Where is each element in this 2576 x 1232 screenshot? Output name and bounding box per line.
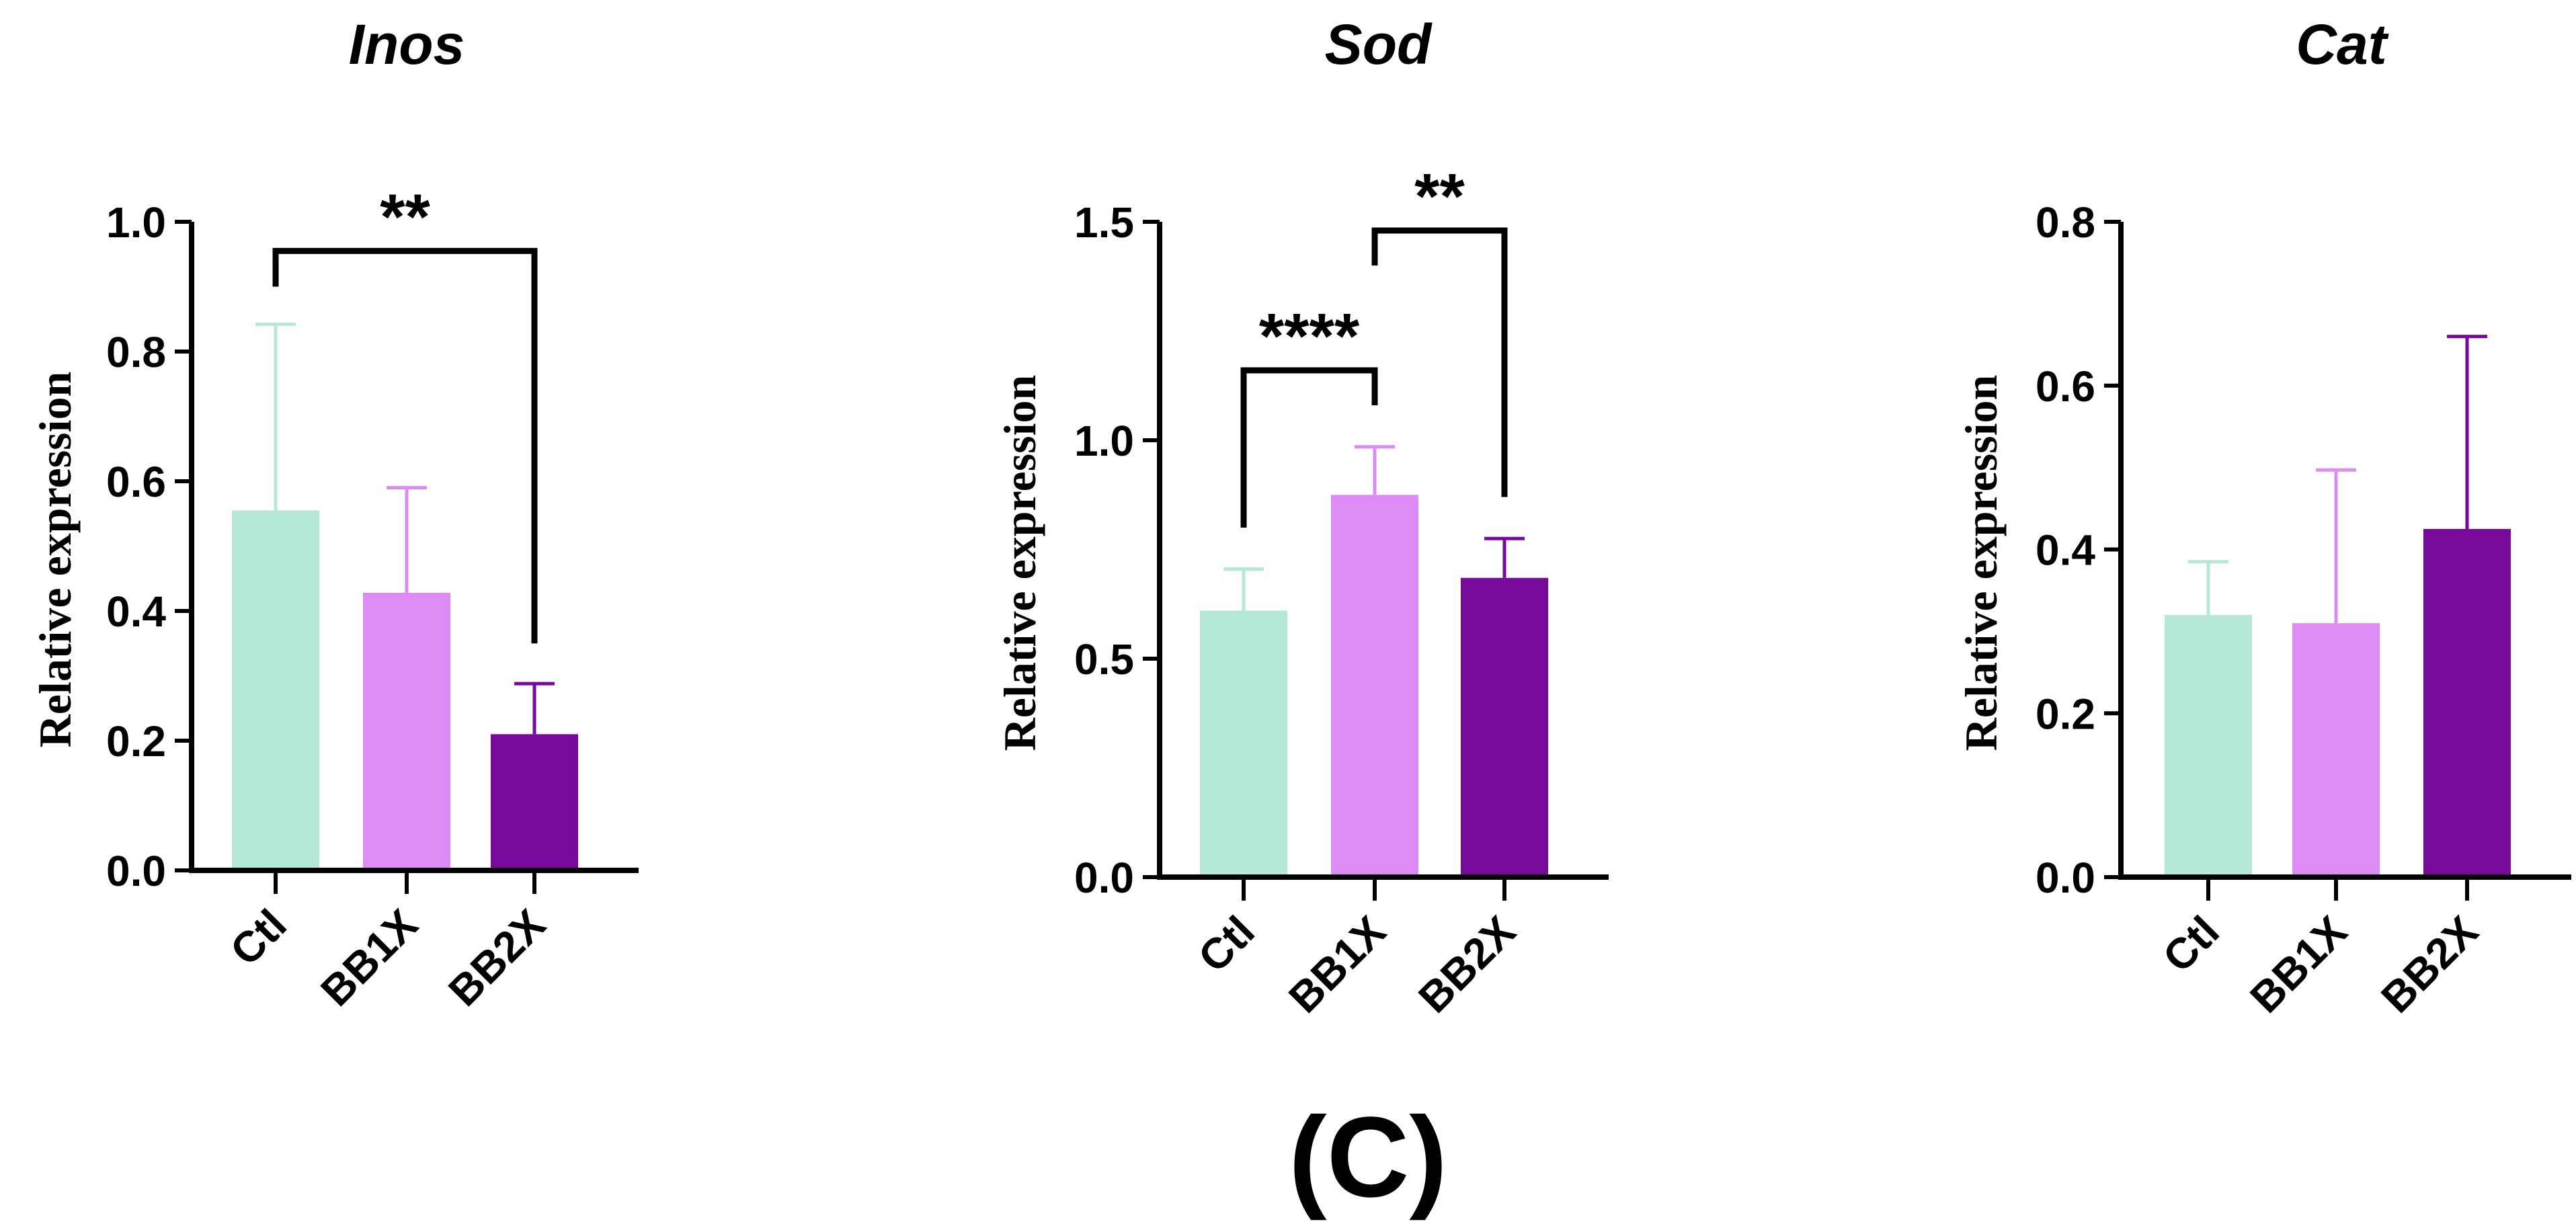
x-tick-label-bb2x: BB2X [439, 900, 555, 1016]
y-tick-label: 1.0 [1074, 417, 1134, 465]
significance-bracket [272, 247, 538, 644]
chart-title: Sod [1325, 13, 1433, 76]
bar-bb1x [1331, 495, 1418, 877]
x-tick-label-ctl: Ctl [221, 900, 296, 975]
y-tick-label: 0.6 [2036, 362, 2095, 411]
bar-bb1x [2292, 623, 2380, 877]
y-tick-label: 0.4 [106, 587, 166, 636]
y-tick-label: 0.6 [106, 458, 166, 506]
bar-bb2x [1461, 577, 1548, 877]
chart-sod: Sod Relative expression 0.0 0.5 1.0 1.5 Ctl BB1… [994, 13, 1609, 1022]
y-tick-label: 0.2 [2036, 690, 2095, 738]
y-tick-label: 1.0 [106, 198, 166, 247]
y-tick-label: 0.8 [2036, 198, 2095, 247]
x-tick-label-bb1x: BB1X [311, 900, 427, 1016]
bar-bb2x [491, 734, 578, 870]
significance-label: ** [1414, 161, 1465, 233]
significance-bracket [1240, 367, 1378, 528]
chart-cat: Cat Relative expression 0.0 0.2 0.4 0.6 0.8 Ctl… [1956, 13, 2571, 1022]
y-tick-label: 1.5 [1074, 198, 1134, 247]
y-axis-label: Relative expression [30, 372, 81, 748]
y-tick-label: 0.0 [1074, 854, 1134, 902]
y-axis-label: Relative expression [1956, 375, 2007, 751]
y-tick-label: 0.0 [106, 847, 166, 895]
bar-bb2x [2423, 529, 2511, 877]
x-tick-label-ctl: Ctl [1189, 907, 1264, 981]
y-tick-label: 0.4 [2036, 526, 2095, 575]
x-tick-label-ctl: Ctl [2154, 907, 2228, 981]
chart-title: Inos [349, 13, 465, 76]
significance-label: ** [380, 181, 430, 253]
figure-label: (C) [1289, 1094, 1447, 1221]
x-tick-label-bb1x: BB1X [1279, 907, 1395, 1022]
y-tick-label: 0.2 [106, 717, 166, 766]
significance-bracket [1371, 227, 1508, 497]
bar-bb1x [363, 592, 450, 870]
significance-label: **** [1259, 300, 1360, 372]
y-axis-label: Relative expression [994, 375, 1045, 751]
bar-ctl [1200, 610, 1287, 877]
bar-ctl [2165, 615, 2252, 877]
bar-ctl [232, 510, 319, 870]
y-tick-label: 0.0 [2036, 854, 2095, 902]
x-tick-label-bb2x: BB2X [1409, 907, 1525, 1022]
y-tick-label: 0.5 [1074, 635, 1134, 684]
x-tick-label-bb1x: BB1X [2241, 907, 2356, 1022]
y-tick-label: 0.8 [106, 328, 166, 376]
chart-inos: Inos Relative expression 0.0 0.2 0.4 0.6 0.8 1.… [30, 13, 639, 1016]
chart-title: Cat [2296, 13, 2388, 76]
x-tick-label-bb2x: BB2X [2372, 907, 2487, 1022]
